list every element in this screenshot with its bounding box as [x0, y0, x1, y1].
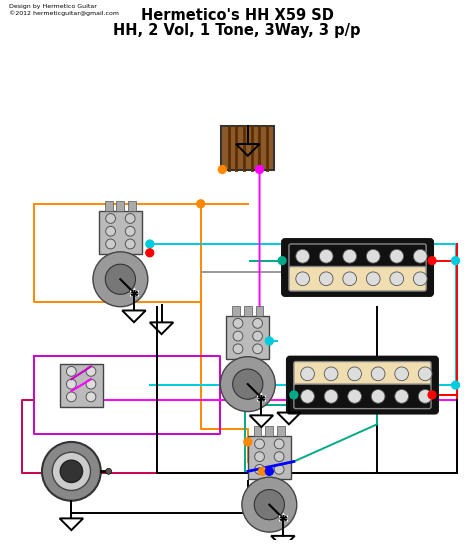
Circle shape	[233, 344, 243, 354]
Circle shape	[106, 469, 111, 474]
Bar	[265, 426, 273, 436]
Bar	[105, 201, 112, 210]
Circle shape	[274, 465, 284, 474]
Bar	[255, 306, 264, 316]
Circle shape	[255, 439, 264, 449]
Circle shape	[452, 256, 459, 265]
Bar	[99, 210, 142, 254]
Circle shape	[125, 226, 135, 236]
Bar	[226, 316, 269, 358]
Circle shape	[255, 165, 264, 173]
FancyBboxPatch shape	[294, 384, 431, 409]
Circle shape	[66, 379, 76, 389]
Circle shape	[254, 489, 284, 520]
Circle shape	[86, 392, 96, 402]
Circle shape	[255, 452, 264, 461]
Circle shape	[296, 249, 310, 263]
Circle shape	[452, 381, 459, 389]
Bar	[248, 436, 291, 479]
FancyBboxPatch shape	[287, 357, 438, 414]
FancyBboxPatch shape	[294, 362, 431, 386]
Circle shape	[125, 239, 135, 249]
Circle shape	[290, 391, 298, 399]
Circle shape	[253, 344, 263, 354]
Circle shape	[301, 390, 314, 403]
Circle shape	[197, 200, 205, 208]
Circle shape	[366, 272, 380, 286]
Circle shape	[418, 367, 432, 381]
Circle shape	[301, 367, 314, 381]
Circle shape	[233, 369, 263, 399]
Circle shape	[66, 367, 76, 376]
Circle shape	[52, 452, 91, 490]
Circle shape	[390, 272, 403, 286]
Circle shape	[233, 318, 243, 328]
Circle shape	[319, 249, 333, 263]
Circle shape	[242, 477, 297, 532]
Text: HH, 2 Vol, 1 Tone, 3Way, 3 p/p: HH, 2 Vol, 1 Tone, 3Way, 3 p/p	[113, 23, 361, 38]
Circle shape	[253, 318, 263, 328]
Circle shape	[274, 439, 284, 449]
Bar	[277, 426, 285, 436]
Circle shape	[428, 391, 436, 399]
Circle shape	[343, 272, 356, 286]
Bar	[117, 201, 124, 210]
Circle shape	[348, 367, 362, 381]
Circle shape	[253, 331, 263, 341]
Circle shape	[296, 272, 310, 286]
Bar	[254, 426, 262, 436]
Circle shape	[278, 256, 286, 265]
Circle shape	[146, 240, 154, 248]
Circle shape	[366, 249, 380, 263]
Bar	[232, 306, 240, 316]
Circle shape	[348, 390, 362, 403]
Circle shape	[244, 438, 252, 446]
FancyBboxPatch shape	[282, 239, 433, 296]
Circle shape	[395, 367, 409, 381]
Circle shape	[265, 337, 273, 345]
Circle shape	[413, 272, 427, 286]
FancyBboxPatch shape	[289, 244, 426, 269]
Circle shape	[390, 249, 403, 263]
Circle shape	[106, 214, 116, 224]
Text: Design by Hermetico Guitar: Design by Hermetico Guitar	[9, 4, 97, 9]
Circle shape	[233, 331, 243, 341]
Bar	[221, 127, 274, 169]
Circle shape	[274, 452, 284, 461]
Circle shape	[258, 467, 266, 475]
Circle shape	[60, 460, 82, 482]
Circle shape	[42, 442, 101, 501]
Circle shape	[105, 264, 136, 294]
Circle shape	[413, 249, 427, 263]
Circle shape	[255, 465, 264, 474]
Circle shape	[86, 379, 96, 389]
Circle shape	[265, 467, 273, 475]
Circle shape	[371, 367, 385, 381]
Text: ©2012 hermeticguitar@gmail.com: ©2012 hermeticguitar@gmail.com	[9, 10, 119, 16]
Circle shape	[86, 367, 96, 376]
FancyBboxPatch shape	[289, 266, 426, 291]
Circle shape	[324, 367, 338, 381]
Circle shape	[125, 214, 135, 224]
Circle shape	[343, 249, 356, 263]
Circle shape	[324, 390, 338, 403]
Circle shape	[220, 357, 275, 412]
Circle shape	[319, 272, 333, 286]
Circle shape	[106, 226, 116, 236]
Circle shape	[93, 252, 148, 307]
Circle shape	[146, 249, 154, 256]
Bar	[244, 306, 252, 316]
Circle shape	[106, 239, 116, 249]
Circle shape	[371, 390, 385, 403]
Text: Hermetico's HH X59 SD: Hermetico's HH X59 SD	[141, 8, 333, 23]
Bar	[128, 201, 136, 210]
Circle shape	[428, 256, 436, 265]
Circle shape	[395, 390, 409, 403]
Circle shape	[418, 390, 432, 403]
Circle shape	[66, 392, 76, 402]
Circle shape	[219, 165, 226, 173]
Bar	[60, 363, 103, 407]
